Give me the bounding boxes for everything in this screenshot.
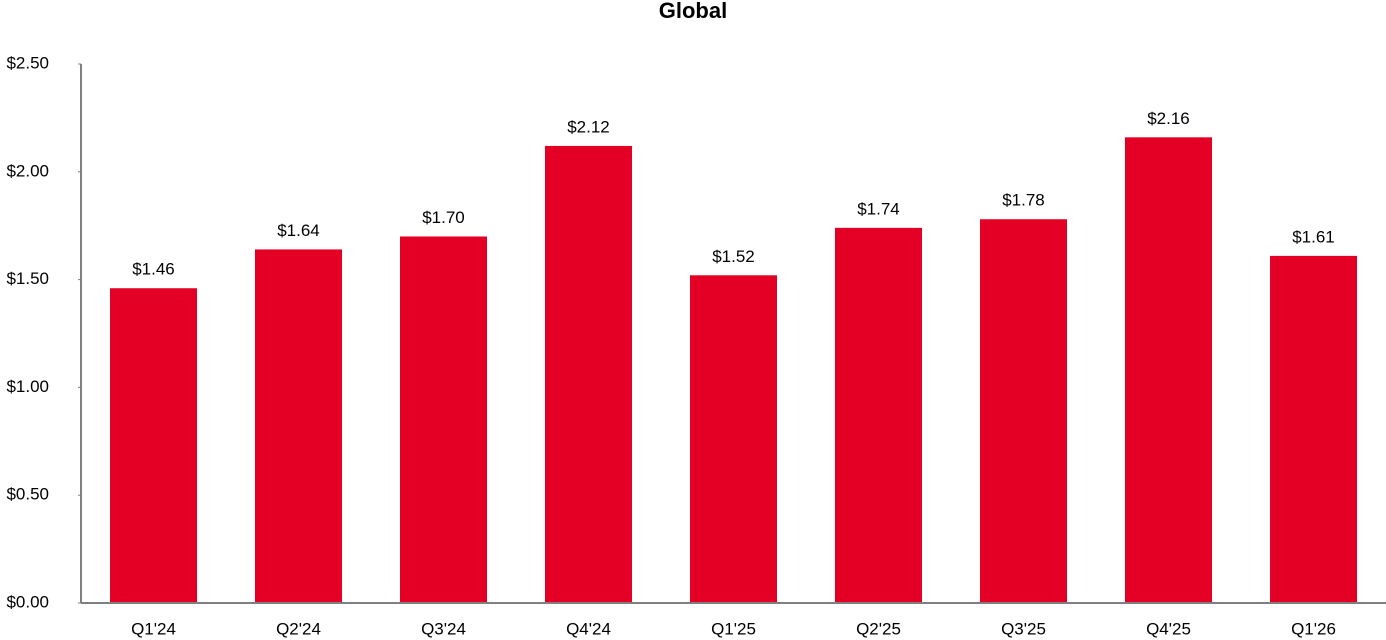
bar — [980, 219, 1067, 603]
x-tick-label: Q2'24 — [276, 619, 321, 638]
value-label: $1.74 — [857, 199, 900, 218]
x-tick-label: Q4'24 — [566, 619, 611, 638]
x-tick-label: Q1'25 — [711, 619, 756, 638]
y-tick-label: $1.00 — [6, 377, 49, 396]
value-label: $1.52 — [712, 247, 755, 266]
y-tick-label: $2.50 — [6, 53, 49, 72]
x-tick-label: Q3'24 — [421, 619, 466, 638]
x-tick-label: Q1'24 — [131, 619, 176, 638]
x-tick-label: Q1'26 — [1291, 619, 1336, 638]
value-label: $1.46 — [132, 260, 175, 279]
bar — [690, 275, 777, 603]
value-label: $1.64 — [277, 221, 320, 240]
bar — [1270, 255, 1357, 603]
y-tick-label: $0.00 — [6, 592, 49, 611]
x-tick-label: Q4'25 — [1146, 619, 1191, 638]
value-label: $1.61 — [1292, 227, 1335, 246]
y-tick-label: $0.50 — [6, 485, 49, 504]
x-tick-label: Q2'25 — [856, 619, 901, 638]
value-label: $1.70 — [422, 208, 465, 227]
value-label: $2.12 — [567, 117, 610, 136]
bar — [835, 227, 922, 603]
bar — [255, 249, 342, 603]
bar — [545, 145, 632, 604]
y-tick-label: $2.00 — [6, 161, 49, 180]
chart-title: Global — [659, 0, 727, 23]
bar — [110, 288, 197, 603]
y-tick-label: $1.50 — [6, 269, 49, 288]
bar — [400, 236, 487, 604]
value-label: $1.78 — [1002, 191, 1045, 210]
x-tick-label: Q3'25 — [1001, 619, 1046, 638]
bar — [1125, 137, 1212, 603]
value-label: $2.16 — [1147, 109, 1190, 128]
